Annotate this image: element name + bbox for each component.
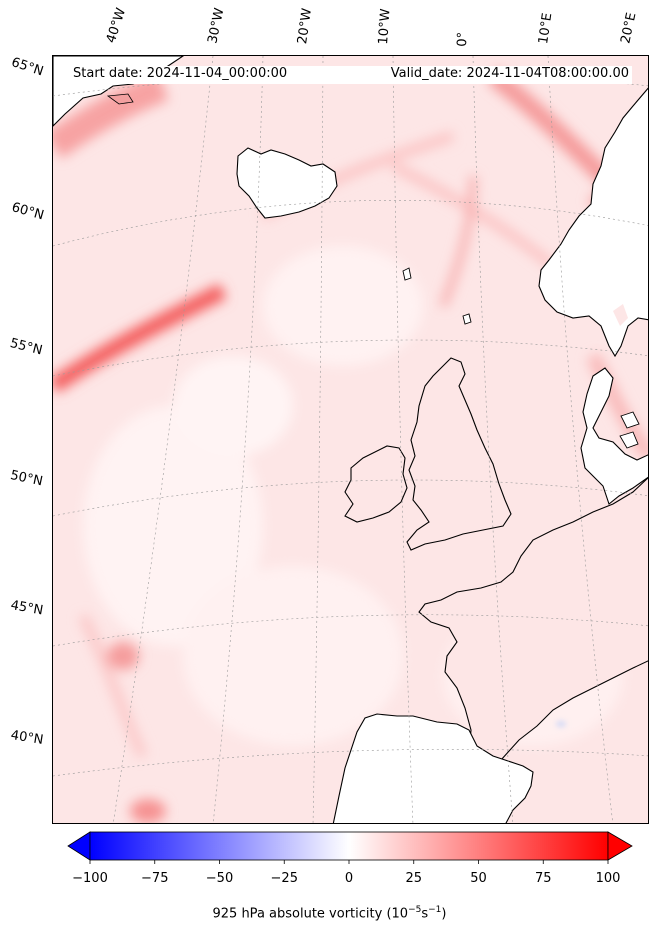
lon-label-20w: 20°W bbox=[295, 7, 315, 45]
colorbar-ticks bbox=[89, 860, 609, 864]
lat-label-65n: 65°N bbox=[9, 55, 46, 80]
colorbar-tick-label: 100 bbox=[595, 871, 621, 886]
denmark-coast bbox=[580, 367, 648, 505]
date-header: Start date: 2024-11-04_00:00:00 Valid_da… bbox=[70, 66, 632, 84]
ireland-coast bbox=[344, 445, 408, 523]
colorbar-tick-label: −50 bbox=[205, 871, 234, 886]
great-britain-coast bbox=[406, 357, 512, 551]
vorticity-map bbox=[53, 56, 648, 823]
colorbar-label: 925 hPa absolute vorticity (10−5s−1) bbox=[212, 905, 447, 922]
colorbar bbox=[67, 831, 633, 864]
lat-label-50n: 50°N bbox=[8, 468, 45, 490]
colorbar-tick-label: 50 bbox=[470, 871, 487, 886]
colorbar-tick-label: −100 bbox=[72, 871, 108, 886]
lat-label-60n: 60°N bbox=[9, 200, 46, 224]
lat-label-40n: 40°N bbox=[9, 728, 45, 748]
colorbar-tick-label: −75 bbox=[141, 871, 169, 886]
map-panel bbox=[52, 55, 649, 824]
scandinavia-coast bbox=[538, 87, 648, 358]
start-date-label: Start date: 2024-11-04_00:00:00 bbox=[73, 66, 288, 81]
colorbar-body bbox=[89, 831, 609, 861]
lon-label-40w: 40°W bbox=[103, 6, 130, 45]
lon-label-10w: 10°W bbox=[376, 8, 394, 45]
colorbar-tick-label: −25 bbox=[270, 871, 298, 886]
iberia-coast bbox=[332, 713, 534, 823]
lon-label-10e: 10°E bbox=[536, 11, 556, 45]
colorbar-tick-label: 75 bbox=[534, 871, 552, 886]
colorbar-tick-label: 25 bbox=[405, 871, 423, 886]
lon-label-0: 0° bbox=[455, 31, 471, 47]
iceland-coast bbox=[236, 147, 338, 219]
lon-label-20e: 20°E bbox=[618, 11, 640, 46]
lat-label-55n: 55°N bbox=[8, 336, 44, 359]
valid-date-label: Valid_date: 2024-11-04T08:00:00.00 bbox=[390, 66, 629, 81]
lat-label-45n: 45°N bbox=[9, 598, 45, 619]
colorbar-tick-label: 0 bbox=[344, 871, 354, 886]
colorbar-extend-min bbox=[67, 831, 91, 861]
continental-europe-coast bbox=[418, 477, 648, 769]
lon-label-30w: 30°W bbox=[205, 6, 228, 45]
colorbar-extend-max bbox=[607, 831, 633, 861]
